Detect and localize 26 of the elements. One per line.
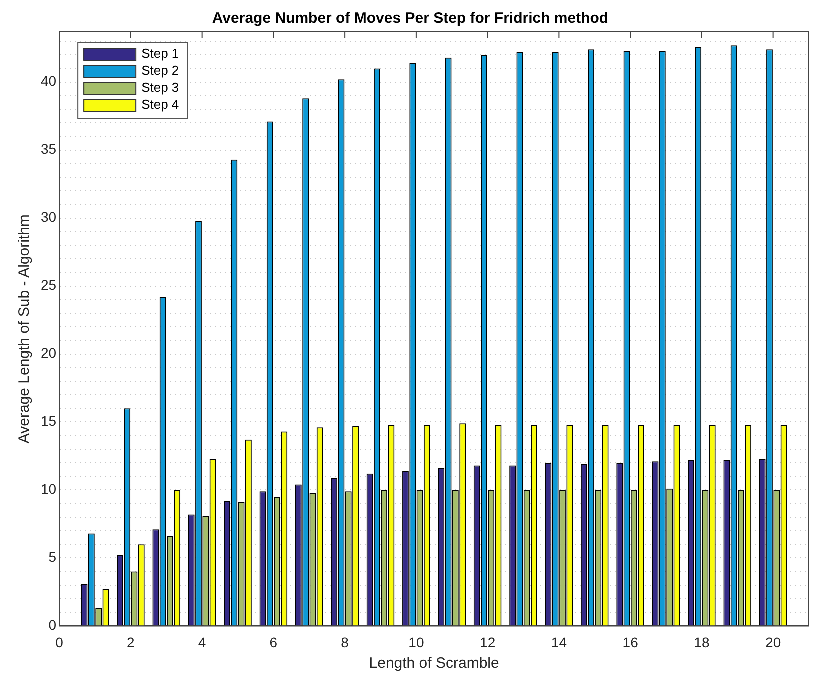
x-tick-label: 8 [341,634,350,650]
y-tick-label: 20 [40,345,57,362]
y-tick-label: 10 [40,481,57,498]
x-tick-label: 2 [127,634,136,650]
legend-label: Step 1 [142,46,180,62]
x-tick-label: 6 [270,634,278,650]
x-axis-title: Length of Scramble [369,655,500,672]
x-tick-label: 18 [694,634,710,650]
y-tick-label: 30 [40,209,57,226]
y-tick-label: 25 [40,277,57,294]
legend-label: Step 4 [142,97,180,112]
x-tick-label: 12 [480,634,496,650]
legend-label: Step 2 [142,63,180,78]
y-tick-label: 15 [40,413,57,430]
x-tick-label: 4 [198,634,206,650]
x-tick-label: 16 [622,634,639,650]
y-tick-label: 0 [48,617,57,634]
x-tick-label: 14 [551,634,568,650]
legend-label: Step 3 [142,80,180,96]
y-tick-label: 40 [40,73,57,90]
chart-title: Average Number of Moves Per Step for Fridrich method [212,10,609,28]
x-tick-label: 10 [408,634,424,650]
y-tick-label: 35 [40,141,57,158]
x-tick-label: 20 [766,634,782,650]
y-axis-title: Average Length of Sub - Algorithm [16,214,34,444]
y-tick-label: 5 [48,549,57,566]
